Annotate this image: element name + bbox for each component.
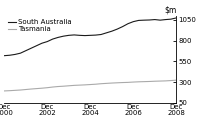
Tasmania — [148, 81, 151, 82]
South Australia — [46, 41, 49, 42]
Tasmania — [35, 88, 38, 89]
South Australia — [8, 55, 11, 56]
Tasmania — [105, 83, 108, 84]
South Australia — [51, 38, 54, 40]
Tasmania — [170, 80, 172, 81]
Tasmania — [84, 84, 86, 86]
Tasmania — [25, 89, 27, 90]
South Australia — [94, 34, 97, 36]
South Australia — [154, 19, 156, 20]
Tasmania — [132, 81, 135, 83]
South Australia — [159, 19, 161, 21]
South Australia — [41, 42, 43, 44]
Tasmania — [68, 85, 70, 87]
South Australia — [143, 19, 145, 21]
South Australia — [68, 35, 70, 36]
South Australia — [121, 26, 124, 27]
Tasmania — [3, 90, 6, 92]
South Australia — [73, 34, 75, 36]
Tasmania — [100, 83, 102, 84]
Tasmania — [89, 84, 92, 85]
South Australia — [62, 35, 65, 37]
Tasmania — [94, 83, 97, 85]
Tasmania — [137, 81, 140, 83]
Tasmania — [8, 90, 11, 91]
Tasmania — [51, 86, 54, 88]
Tasmania — [73, 85, 75, 86]
Tasmania — [175, 79, 178, 81]
Tasmania — [14, 89, 16, 91]
Tasmania — [127, 82, 129, 83]
South Australia — [78, 35, 81, 36]
Tasmania — [30, 88, 32, 90]
Line: South Australia: South Australia — [4, 18, 176, 56]
Tasmania — [78, 84, 81, 86]
South Australia — [100, 34, 102, 35]
Line: Tasmania: Tasmania — [4, 80, 176, 91]
Tasmania — [164, 80, 167, 82]
Text: $m: $m — [164, 5, 176, 14]
South Australia — [89, 35, 92, 36]
Legend: South Australia, Tasmania: South Australia, Tasmania — [8, 19, 72, 32]
South Australia — [14, 54, 16, 55]
South Australia — [127, 23, 129, 25]
South Australia — [132, 21, 135, 22]
Tasmania — [57, 86, 59, 87]
Tasmania — [19, 89, 22, 91]
South Australia — [105, 32, 108, 34]
South Australia — [164, 19, 167, 20]
Tasmania — [116, 82, 118, 84]
South Australia — [137, 20, 140, 21]
South Australia — [19, 52, 22, 54]
Tasmania — [62, 85, 65, 87]
South Australia — [35, 45, 38, 46]
South Australia — [84, 35, 86, 36]
South Australia — [30, 47, 32, 49]
South Australia — [116, 28, 118, 30]
South Australia — [57, 37, 59, 38]
Tasmania — [121, 82, 124, 83]
South Australia — [175, 17, 178, 19]
Tasmania — [46, 87, 49, 88]
South Australia — [3, 55, 6, 56]
Tasmania — [143, 81, 145, 82]
Tasmania — [111, 82, 113, 84]
South Australia — [111, 30, 113, 32]
South Australia — [170, 18, 172, 20]
Tasmania — [154, 80, 156, 82]
South Australia — [25, 50, 27, 51]
Tasmania — [41, 87, 43, 89]
South Australia — [148, 19, 151, 21]
Tasmania — [159, 80, 161, 82]
